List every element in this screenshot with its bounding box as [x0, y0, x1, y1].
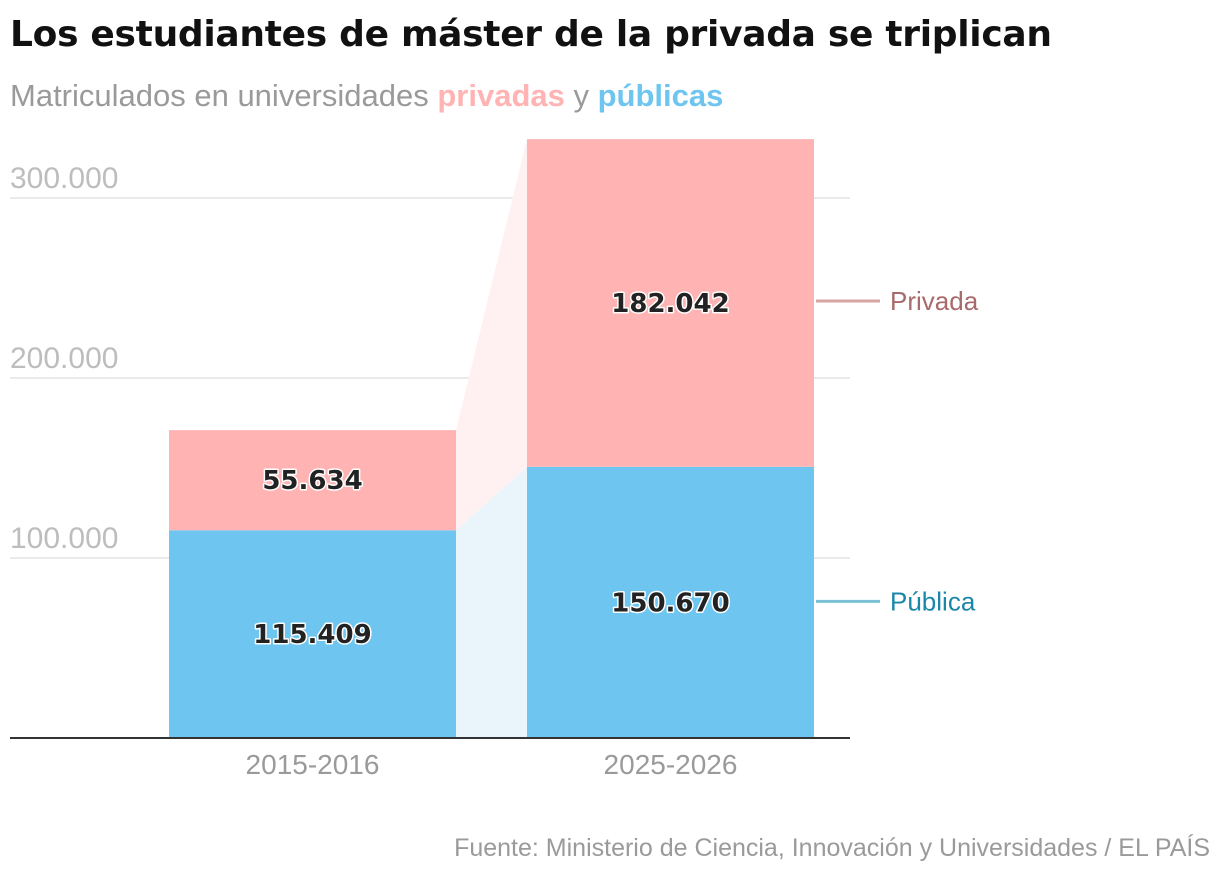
- bar-public-2015-2016: [169, 530, 456, 738]
- bar-private-2025-2026: [527, 139, 814, 467]
- value-label-public-2025-2026: 150.670: [611, 588, 729, 618]
- value-label-public-2015-2016: 115.409: [253, 620, 371, 650]
- value-label-private-2025-2026: 182.042: [611, 289, 729, 319]
- subtitle-public-keyword: públicas: [597, 78, 724, 113]
- subtitle-prefix: Matriculados en universidades: [10, 78, 438, 113]
- x-tick-label-2025-2026: 2025-2026: [604, 749, 738, 780]
- source-note: Fuente: Ministerio de Ciencia, Innovació…: [454, 834, 1210, 862]
- connector-area-public: [456, 466, 527, 738]
- chart-title: Los estudiantes de máster de la privada …: [10, 14, 1052, 55]
- bar-public-2025-2026: [527, 466, 814, 738]
- y-tick-label: 100.000: [10, 522, 118, 555]
- y-tick-label: 200.000: [10, 342, 118, 375]
- subtitle-connector: y: [564, 78, 598, 113]
- legend-label-publica: Pública: [890, 586, 976, 616]
- chart-subtitle: Matriculados en universidades privadas y…: [10, 78, 723, 114]
- connector-area-private: [456, 139, 527, 531]
- value-label-private-2015-2016: 55.634: [262, 466, 362, 496]
- y-tick-label: 300.000: [10, 162, 118, 195]
- subtitle-private-keyword: privadas: [437, 78, 565, 113]
- x-tick-label-2015-2016: 2015-2016: [246, 749, 380, 780]
- legend-label-privada: Privada: [890, 286, 979, 316]
- bar-private-2015-2016: [169, 430, 456, 531]
